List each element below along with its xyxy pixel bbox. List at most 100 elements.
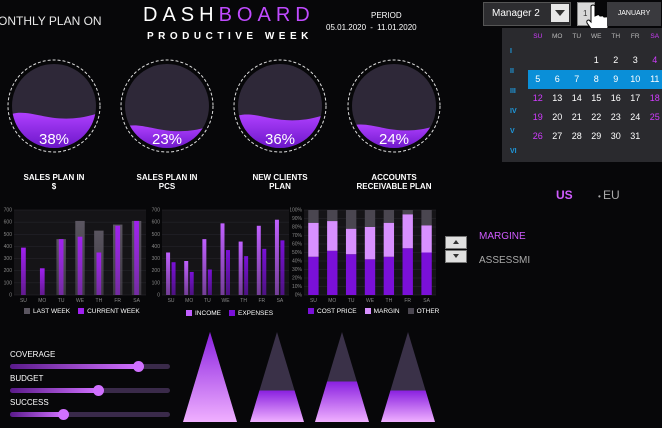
slider-fill xyxy=(10,388,98,393)
calendar-day[interactable]: 30 xyxy=(610,131,621,141)
y-tick-label: 70% xyxy=(292,233,303,239)
calendar-day[interactable]: 11 xyxy=(645,70,662,89)
calendar-day[interactable]: 10 xyxy=(625,70,645,89)
week-number[interactable]: VI xyxy=(510,148,517,155)
calendar-day[interactable]: 27 xyxy=(552,131,563,141)
y-tick-label: 100 xyxy=(152,280,161,286)
x-tick-label: TU xyxy=(204,298,211,304)
legend-entry: INCOME xyxy=(186,310,221,317)
calendar-day[interactable]: 3 xyxy=(632,55,638,65)
week-numbers: I II III IV V VI xyxy=(510,42,517,162)
bar-segment xyxy=(327,221,338,251)
legend-label: LAST WEEK xyxy=(33,308,71,315)
manager-select[interactable]: Manager 2 xyxy=(483,2,571,26)
calendar-day[interactable]: 28 xyxy=(571,131,582,141)
legend-label: OTHER xyxy=(416,308,440,315)
calendar-day[interactable]: 17 xyxy=(630,93,641,103)
x-tick-label: SU xyxy=(168,298,175,304)
week-number[interactable]: II xyxy=(510,68,514,75)
y-tick-label: 200 xyxy=(4,268,13,274)
calendar-day[interactable]: 1 xyxy=(593,55,599,65)
calendar-day[interactable]: 21 xyxy=(571,112,582,122)
slider-handle[interactable] xyxy=(93,385,104,396)
calendar-day[interactable]: 25 xyxy=(649,112,660,122)
legend-swatch xyxy=(78,308,85,315)
calendar-day[interactable]: 8 xyxy=(586,70,606,89)
calendar-day[interactable]: 12 xyxy=(532,93,543,103)
title-part1: DASH xyxy=(143,4,219,26)
legend-entry: MARGIN xyxy=(364,308,400,315)
week-number[interactable]: I xyxy=(510,48,512,55)
calendar-day[interactable]: 19 xyxy=(532,112,543,122)
gauge-value: 23% xyxy=(152,131,182,148)
week-number[interactable]: V xyxy=(510,128,515,135)
metric-margine[interactable]: MARGINE xyxy=(479,231,526,242)
scroll-down-button[interactable] xyxy=(445,250,467,263)
y-tick-label: 500 xyxy=(152,232,161,238)
y-tick-label: 10% xyxy=(292,284,303,290)
calendar-day-header: MO xyxy=(552,33,563,40)
bar-segment xyxy=(421,210,432,226)
gauge-label-line1: NEW CLIENTS xyxy=(252,173,308,182)
calendar-day[interactable]: 4 xyxy=(652,55,658,65)
scroll-up-button[interactable] xyxy=(445,236,467,249)
calendar-day[interactable]: 2 xyxy=(613,55,619,65)
bar-segment xyxy=(421,225,432,253)
gauge-value: 36% xyxy=(265,131,295,148)
week-number[interactable]: IV xyxy=(510,108,517,115)
calendar-day[interactable]: 22 xyxy=(591,112,602,122)
chevron-down-icon[interactable] xyxy=(551,4,569,22)
chart-income-expenses: 0 100 200 300 400 500 600 700 SU MO TU WE TH FR SA xyxy=(152,208,289,304)
legend-cost: COST PRICE MARGIN OTHER xyxy=(308,308,447,315)
y-tick-label: 90% xyxy=(292,216,303,222)
bar xyxy=(207,269,212,295)
x-tick-label: FR xyxy=(258,298,265,304)
y-tick-label: 0 xyxy=(157,293,160,299)
calendar-day[interactable]: 15 xyxy=(591,93,602,103)
calendar-day[interactable]: 23 xyxy=(610,112,621,122)
y-tick-label: 0% xyxy=(295,293,303,299)
x-tick-label: TU xyxy=(348,298,355,304)
legend-entry: COST PRICE xyxy=(308,308,357,315)
calendar-day-header: SU xyxy=(533,33,543,40)
bar-segment xyxy=(327,210,338,222)
slider-handle[interactable] xyxy=(57,409,69,420)
calendar-day[interactable]: 29 xyxy=(591,131,602,141)
bar xyxy=(58,239,64,295)
calendar-day[interactable]: 7 xyxy=(567,70,587,89)
calendar-day[interactable]: 9 xyxy=(606,70,626,89)
calendar-day[interactable]: 14 xyxy=(571,93,582,103)
calendar-day[interactable]: 13 xyxy=(552,93,563,103)
bar xyxy=(220,223,225,295)
calendar-day[interactable]: 26 xyxy=(532,131,543,141)
month-label[interactable]: JANUARY xyxy=(607,2,661,26)
calendar-day-header: TU xyxy=(572,33,582,40)
calendar-day xyxy=(528,51,548,70)
y-tick-label: 200 xyxy=(152,268,161,274)
y-tick-label: 300 xyxy=(152,256,161,262)
calendar-day[interactable]: 16 xyxy=(610,93,621,103)
slider-track[interactable] xyxy=(10,412,170,417)
calendar-day[interactable]: 5 xyxy=(528,70,548,89)
slider-handle[interactable] xyxy=(133,361,144,372)
calendar-day[interactable]: 6 xyxy=(547,70,567,89)
bar xyxy=(189,271,194,295)
x-tick-label: FR xyxy=(404,298,411,304)
metric-assessmi[interactable]: ASSESSMI xyxy=(479,255,531,266)
calendar-day[interactable]: 24 xyxy=(630,112,641,122)
calendar-day[interactable]: 31 xyxy=(630,131,641,141)
bar-segment xyxy=(383,256,395,295)
calendar-day[interactable]: 20 xyxy=(552,112,563,122)
y-tick-label: 300 xyxy=(4,256,13,262)
metric-scroll[interactable] xyxy=(445,236,467,263)
x-tick-label: MO xyxy=(328,298,336,304)
slider-track[interactable] xyxy=(10,364,170,369)
currency-eu[interactable]: EU xyxy=(598,188,620,202)
bar-segment xyxy=(327,250,338,295)
week-number[interactable]: III xyxy=(510,88,516,95)
calendar-day-header: SA xyxy=(650,33,660,40)
gauge-4: 24% xyxy=(347,59,441,153)
currency-us[interactable]: US xyxy=(556,188,573,202)
slider-track[interactable] xyxy=(10,388,170,393)
calendar-day[interactable]: 18 xyxy=(649,93,660,103)
